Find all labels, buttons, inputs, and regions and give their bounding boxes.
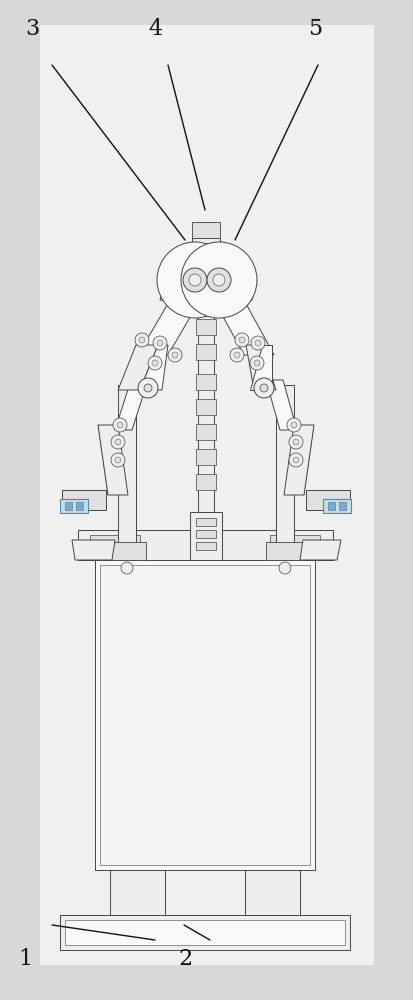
- Text: 2: 2: [178, 948, 192, 970]
- Polygon shape: [249, 345, 271, 390]
- Circle shape: [254, 360, 259, 366]
- Polygon shape: [62, 490, 106, 510]
- Polygon shape: [214, 300, 273, 355]
- Circle shape: [278, 562, 290, 574]
- Text: 3: 3: [25, 18, 39, 40]
- Circle shape: [235, 333, 248, 347]
- Polygon shape: [98, 425, 128, 495]
- Polygon shape: [159, 280, 219, 305]
- Bar: [78, 530, 332, 560]
- Bar: [100, 565, 309, 865]
- Bar: [95, 560, 314, 870]
- Bar: [197, 222, 214, 512]
- Circle shape: [254, 340, 260, 346]
- Circle shape: [152, 360, 158, 366]
- Circle shape: [139, 337, 145, 343]
- Circle shape: [117, 422, 123, 428]
- Bar: [192, 222, 219, 238]
- Polygon shape: [283, 425, 313, 495]
- Bar: [195, 474, 216, 490]
- Bar: [195, 344, 216, 360]
- Bar: [192, 238, 219, 260]
- Circle shape: [183, 268, 206, 292]
- Bar: [269, 535, 319, 555]
- Polygon shape: [266, 380, 296, 430]
- Bar: [195, 542, 216, 550]
- Circle shape: [168, 348, 182, 362]
- Bar: [40, 25, 373, 965]
- Circle shape: [157, 242, 233, 318]
- Bar: [195, 424, 216, 440]
- Bar: [195, 319, 216, 335]
- Bar: [195, 399, 216, 415]
- Polygon shape: [245, 345, 275, 390]
- Bar: [118, 385, 136, 555]
- Polygon shape: [299, 540, 340, 560]
- Circle shape: [121, 562, 133, 574]
- Bar: [65, 920, 344, 945]
- Polygon shape: [118, 345, 158, 390]
- Bar: [60, 915, 349, 950]
- Circle shape: [288, 435, 302, 449]
- Bar: [110, 870, 165, 915]
- Circle shape: [157, 340, 163, 346]
- Circle shape: [286, 418, 300, 432]
- Bar: [275, 385, 293, 555]
- Bar: [195, 269, 216, 285]
- Circle shape: [230, 348, 243, 362]
- Circle shape: [144, 384, 152, 392]
- Polygon shape: [138, 300, 199, 355]
- Circle shape: [135, 333, 149, 347]
- Polygon shape: [140, 345, 168, 390]
- Bar: [190, 512, 221, 560]
- Circle shape: [249, 356, 263, 370]
- Circle shape: [292, 457, 298, 463]
- Circle shape: [115, 439, 121, 445]
- Text: 1: 1: [18, 948, 32, 970]
- Circle shape: [250, 336, 264, 350]
- Circle shape: [113, 418, 127, 432]
- Circle shape: [138, 378, 158, 398]
- Bar: [90, 535, 140, 555]
- Circle shape: [189, 274, 201, 286]
- Text: 4: 4: [147, 18, 162, 40]
- Text: 5: 5: [307, 18, 321, 40]
- Bar: [60, 499, 88, 513]
- Circle shape: [259, 384, 267, 392]
- Polygon shape: [197, 280, 256, 305]
- Circle shape: [111, 453, 125, 467]
- Bar: [76, 502, 83, 510]
- Circle shape: [111, 435, 125, 449]
- Circle shape: [153, 336, 166, 350]
- Bar: [65, 502, 72, 510]
- Bar: [338, 502, 345, 510]
- Bar: [266, 542, 305, 560]
- Circle shape: [147, 356, 161, 370]
- Circle shape: [292, 439, 298, 445]
- Circle shape: [290, 422, 296, 428]
- Polygon shape: [305, 490, 349, 510]
- Circle shape: [254, 378, 273, 398]
- Bar: [244, 870, 299, 915]
- Circle shape: [115, 457, 121, 463]
- Circle shape: [206, 268, 230, 292]
- Bar: [195, 530, 216, 538]
- Bar: [195, 374, 216, 390]
- Circle shape: [212, 274, 224, 286]
- Bar: [327, 502, 334, 510]
- Circle shape: [233, 352, 240, 358]
- Circle shape: [288, 453, 302, 467]
- Polygon shape: [115, 380, 147, 430]
- Circle shape: [238, 337, 244, 343]
- Bar: [195, 518, 216, 526]
- Circle shape: [180, 242, 256, 318]
- Polygon shape: [72, 540, 115, 560]
- Circle shape: [171, 352, 178, 358]
- Bar: [195, 294, 216, 310]
- Bar: [195, 449, 216, 465]
- Bar: [106, 542, 146, 560]
- Bar: [322, 499, 350, 513]
